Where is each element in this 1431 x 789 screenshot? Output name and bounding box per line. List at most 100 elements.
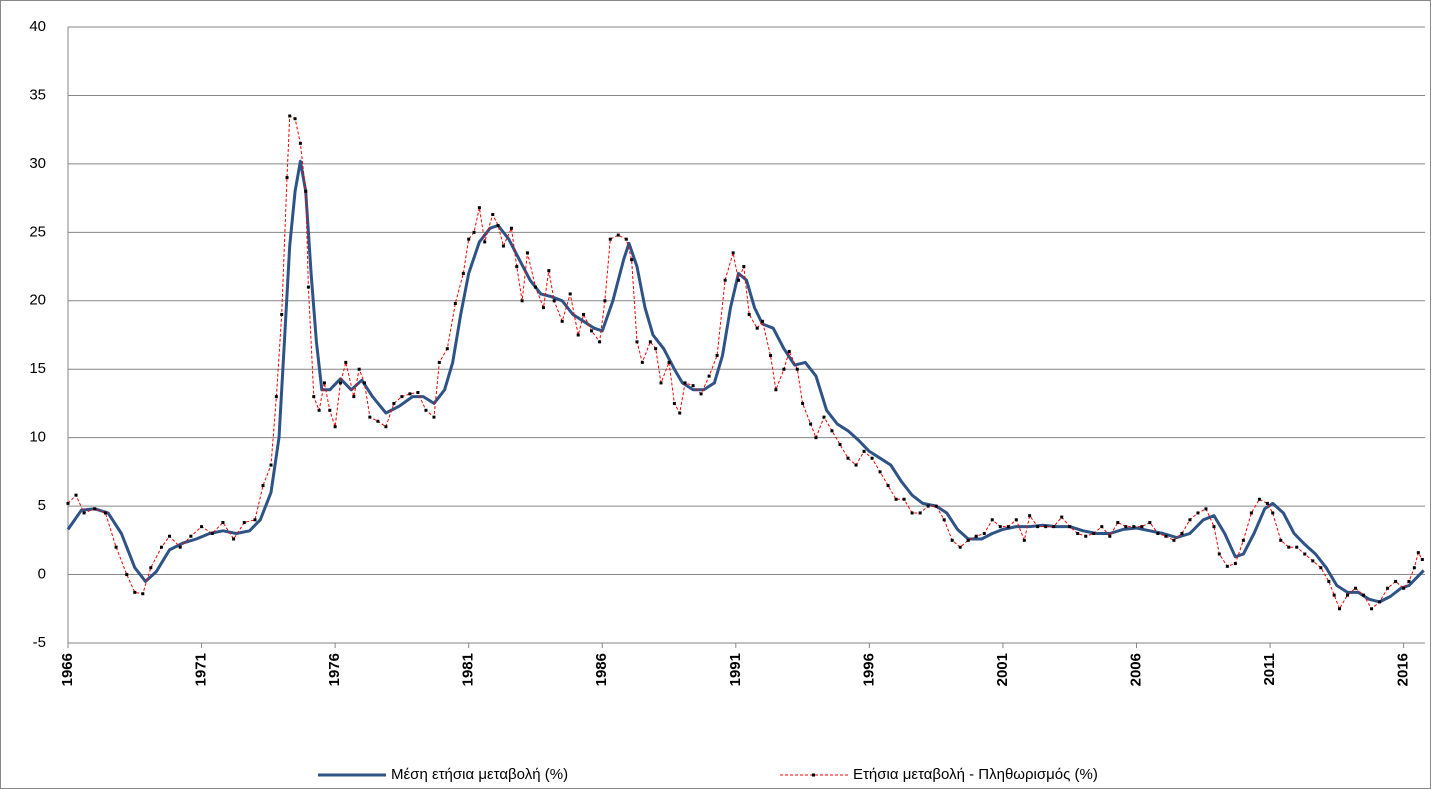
point-marker: [1386, 586, 1390, 590]
point-marker: [603, 299, 607, 303]
point-marker: [910, 511, 914, 515]
point-marker: [261, 484, 265, 488]
point-marker: [328, 408, 332, 412]
x-tick-label: 1976: [326, 653, 343, 686]
point-marker: [683, 381, 687, 385]
point-marker: [755, 326, 759, 330]
point-marker: [1124, 525, 1128, 529]
point-marker: [1156, 531, 1160, 535]
point-marker: [814, 436, 818, 440]
point-marker: [787, 349, 791, 353]
point-marker: [822, 415, 826, 419]
point-marker: [288, 114, 292, 118]
legend-label: Ετήσια μεταβολή - Πληθωρισμός (%): [853, 766, 1098, 783]
point-marker: [1402, 586, 1406, 590]
point-marker: [82, 511, 86, 515]
point-marker: [654, 347, 658, 351]
point-marker: [1287, 545, 1291, 549]
point-marker: [477, 206, 481, 210]
point-marker: [1279, 538, 1283, 542]
point-marker: [312, 395, 316, 399]
point-marker: [782, 367, 786, 371]
point-marker: [1006, 525, 1010, 529]
point-marker: [432, 415, 436, 419]
point-marker: [990, 518, 994, 522]
point-marker: [298, 141, 302, 145]
point-marker: [769, 354, 773, 358]
point-marker: [715, 354, 719, 358]
point-marker: [691, 384, 695, 388]
point-marker: [1332, 593, 1336, 597]
point-marker: [878, 470, 882, 474]
point-marker: [317, 408, 321, 412]
point-marker: [93, 507, 97, 511]
point-marker: [520, 299, 524, 303]
point-marker: [1327, 579, 1331, 583]
y-tick-label: 20: [29, 292, 46, 309]
point-marker: [1044, 525, 1048, 529]
point-marker: [221, 521, 225, 525]
point-marker: [141, 592, 145, 596]
x-tick-label: 1986: [593, 653, 610, 686]
point-marker: [285, 176, 289, 180]
y-tick-label: 15: [29, 360, 46, 377]
point-marker: [1092, 531, 1096, 535]
point-marker: [304, 189, 308, 193]
x-tick-label: 1991: [727, 653, 744, 686]
point-marker: [210, 531, 214, 535]
point-marker: [761, 319, 765, 323]
point-marker: [870, 456, 874, 460]
point-marker: [467, 237, 471, 241]
y-tick-label: 10: [29, 429, 46, 446]
point-marker: [795, 367, 799, 371]
point-marker: [541, 306, 545, 310]
point-marker: [648, 340, 652, 344]
point-marker: [1407, 579, 1411, 583]
y-tick-label: -5: [33, 634, 46, 651]
point-marker: [854, 463, 858, 467]
point-marker: [424, 408, 428, 412]
point-marker: [902, 497, 906, 501]
point-marker: [974, 534, 978, 538]
point-marker: [958, 545, 962, 549]
point-marker: [1378, 600, 1382, 604]
point-marker: [576, 333, 580, 337]
point-marker: [1084, 534, 1088, 538]
y-tick-label: 0: [38, 566, 46, 583]
point-marker: [590, 329, 594, 333]
point-marker: [934, 504, 938, 508]
point-marker: [66, 501, 70, 505]
point-marker: [659, 381, 663, 385]
point-marker: [707, 374, 711, 378]
point-marker: [1412, 566, 1416, 570]
point-marker: [384, 425, 388, 429]
point-marker: [1132, 525, 1136, 529]
point-marker: [1394, 579, 1398, 583]
point-marker: [998, 525, 1002, 529]
point-marker: [1217, 552, 1221, 556]
point-marker: [667, 360, 671, 364]
point-marker: [1233, 562, 1237, 566]
point-marker: [149, 566, 153, 570]
point-marker: [168, 534, 172, 538]
point-marker: [242, 521, 246, 525]
point-marker: [966, 538, 970, 542]
point-marker: [533, 285, 537, 289]
point-marker: [274, 395, 278, 399]
point-marker: [1028, 514, 1032, 518]
point-marker: [838, 443, 842, 447]
point-marker: [1060, 515, 1064, 519]
point-marker: [1014, 518, 1018, 522]
point-marker: [74, 493, 78, 497]
point-marker: [1036, 525, 1040, 529]
point-marker: [392, 401, 396, 405]
point-marker: [1172, 538, 1176, 542]
point-marker: [293, 117, 297, 121]
point-marker: [280, 312, 284, 316]
point-marker: [1319, 566, 1323, 570]
legend-label: Μέση ετήσια μεταβολή (%): [391, 766, 568, 783]
point-marker: [1148, 521, 1152, 525]
point-marker: [472, 230, 476, 234]
point-marker: [496, 223, 500, 227]
